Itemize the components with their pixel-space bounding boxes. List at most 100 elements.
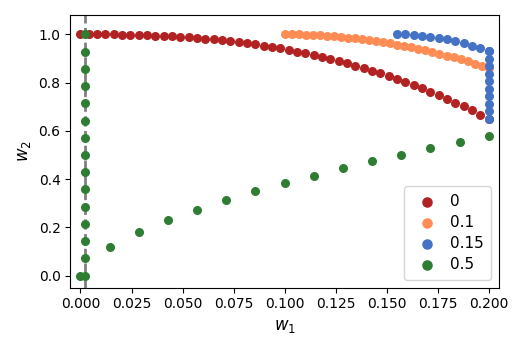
0.1 bbox=[456, 57, 465, 62]
0.5 bbox=[80, 49, 89, 54]
0 bbox=[84, 32, 93, 37]
0.5 bbox=[80, 169, 89, 175]
Legend: 0, 0.1, 0.15, 0.5: 0, 0.1, 0.15, 0.5 bbox=[404, 187, 492, 280]
0 bbox=[368, 68, 376, 74]
0.1 bbox=[337, 34, 345, 40]
0.5 bbox=[455, 139, 464, 145]
0.1 bbox=[442, 53, 451, 58]
0 bbox=[252, 42, 260, 47]
0.15 bbox=[468, 43, 476, 48]
0.1 bbox=[372, 38, 380, 44]
0 bbox=[118, 32, 126, 37]
0.15 bbox=[409, 32, 418, 38]
0 bbox=[143, 33, 151, 38]
0 bbox=[418, 86, 427, 91]
0.1 bbox=[301, 32, 310, 37]
0.5 bbox=[80, 83, 89, 89]
0.15 bbox=[426, 34, 434, 39]
0.1 bbox=[280, 32, 289, 37]
0.5 bbox=[80, 118, 89, 123]
0 bbox=[276, 46, 285, 51]
0.5 bbox=[80, 238, 89, 244]
0.1 bbox=[463, 59, 472, 64]
0 bbox=[426, 89, 434, 95]
0.5 bbox=[80, 152, 89, 158]
0.1 bbox=[294, 32, 303, 37]
0.5 bbox=[135, 229, 143, 235]
0 bbox=[351, 63, 359, 69]
0 bbox=[343, 61, 351, 66]
0.1 bbox=[386, 41, 395, 46]
0 bbox=[210, 37, 218, 42]
0 bbox=[310, 52, 318, 58]
0 bbox=[235, 40, 243, 45]
0.1 bbox=[407, 44, 416, 50]
X-axis label: $w_1$: $w_1$ bbox=[274, 317, 296, 335]
0.15 bbox=[485, 78, 493, 84]
0.15 bbox=[485, 101, 493, 106]
0.5 bbox=[80, 66, 89, 72]
0.15 bbox=[485, 86, 493, 92]
0 bbox=[77, 32, 85, 37]
0.15 bbox=[460, 41, 468, 46]
0.15 bbox=[476, 46, 485, 51]
0 bbox=[226, 38, 235, 44]
0.5 bbox=[77, 273, 85, 279]
0.5 bbox=[485, 133, 493, 139]
0.1 bbox=[421, 48, 430, 53]
0.5 bbox=[80, 273, 89, 279]
0.1 bbox=[323, 33, 331, 38]
0.1 bbox=[351, 36, 359, 41]
0.5 bbox=[280, 181, 289, 186]
0 bbox=[485, 116, 493, 121]
0.1 bbox=[393, 42, 401, 47]
0 bbox=[285, 47, 293, 53]
0 bbox=[301, 50, 310, 56]
0.1 bbox=[288, 32, 296, 37]
0 bbox=[410, 82, 418, 88]
0.5 bbox=[397, 152, 406, 158]
0.15 bbox=[434, 35, 443, 41]
0.15 bbox=[485, 108, 493, 114]
0.5 bbox=[80, 187, 89, 192]
0.5 bbox=[80, 100, 89, 106]
0.15 bbox=[418, 33, 426, 38]
0 bbox=[318, 54, 326, 60]
0.1 bbox=[450, 55, 458, 60]
0.5 bbox=[80, 256, 89, 261]
0.5 bbox=[426, 145, 434, 151]
0 bbox=[468, 107, 476, 113]
0.1 bbox=[485, 65, 493, 71]
0 bbox=[259, 43, 268, 49]
0.15 bbox=[392, 32, 401, 37]
0.1 bbox=[477, 63, 486, 69]
0.5 bbox=[310, 173, 318, 178]
0 bbox=[201, 36, 210, 42]
0.15 bbox=[485, 93, 493, 99]
0.15 bbox=[451, 38, 460, 44]
0.5 bbox=[80, 32, 89, 37]
0 bbox=[193, 35, 201, 41]
0.5 bbox=[164, 217, 172, 223]
0.1 bbox=[344, 35, 352, 40]
0.5 bbox=[80, 135, 89, 141]
0.1 bbox=[330, 34, 338, 39]
0.5 bbox=[80, 221, 89, 227]
0.1 bbox=[400, 43, 409, 49]
0.15 bbox=[485, 71, 493, 77]
0.1 bbox=[471, 61, 479, 66]
0 bbox=[160, 33, 168, 39]
0.15 bbox=[485, 48, 493, 54]
0.1 bbox=[309, 32, 317, 38]
0 bbox=[176, 34, 184, 40]
0.15 bbox=[485, 48, 493, 54]
0.5 bbox=[193, 207, 201, 212]
0.1 bbox=[315, 33, 324, 38]
0.5 bbox=[252, 189, 260, 194]
0 bbox=[451, 100, 460, 105]
0.1 bbox=[414, 46, 422, 51]
0.5 bbox=[80, 204, 89, 210]
0.5 bbox=[368, 159, 376, 164]
0 bbox=[110, 32, 118, 37]
0.15 bbox=[401, 32, 409, 37]
